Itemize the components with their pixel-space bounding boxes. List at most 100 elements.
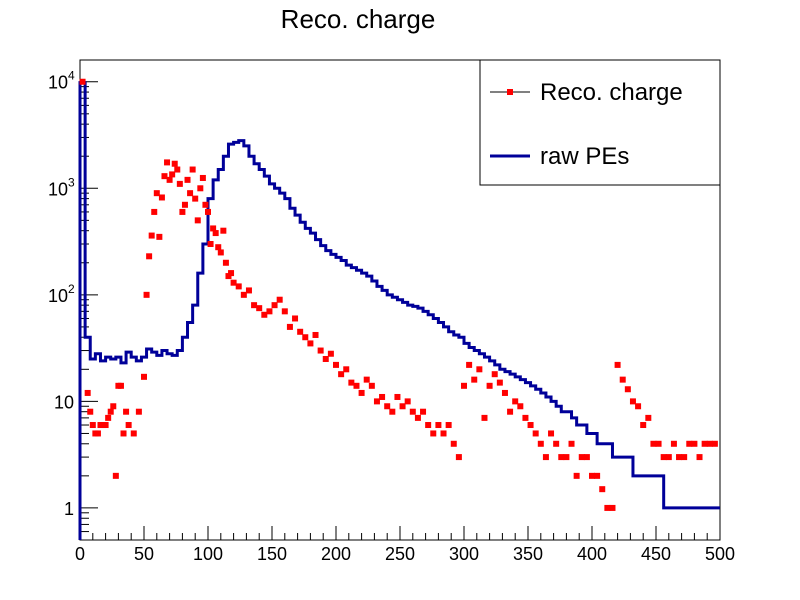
legend-label-raw-pes: raw PEs [540, 143, 629, 170]
reco-charge-point [153, 190, 160, 197]
reco-charge-point [307, 340, 314, 347]
reco-charge-point [496, 379, 503, 386]
reco-charge-point [117, 382, 124, 389]
reco-charge-point [681, 454, 688, 461]
reco-charge-point [491, 371, 498, 378]
reco-charge-point [174, 166, 181, 173]
x-tick-label: 200 [321, 544, 351, 564]
reco-charge-point [450, 440, 457, 447]
legend: Reco. charge raw PEs [479, 59, 721, 186]
reco-charge-point [389, 408, 396, 415]
reco-charge-point [640, 422, 647, 429]
reco-charge-point [455, 454, 462, 461]
reco-charge-point [466, 361, 473, 368]
reco-charge-point [532, 430, 539, 437]
reco-charge-point [333, 361, 339, 368]
reco-charge-point [512, 398, 519, 405]
reco-charge-point [425, 422, 432, 429]
reco-charge-point [501, 389, 508, 396]
reco-charge-point [84, 389, 91, 396]
reco-charge-point [102, 422, 109, 429]
reco-charge-point [481, 414, 488, 421]
raw-pes-step-line [78, 81, 720, 540]
x-tick-label: 450 [641, 544, 671, 564]
reco-charge-point [110, 403, 117, 410]
x-tick-label: 300 [449, 544, 479, 564]
raw-pes-series [78, 81, 720, 540]
reco-charge-point [420, 408, 427, 415]
reco-charge-point [302, 334, 309, 341]
reco-charge-point [471, 376, 478, 383]
reco-charge-point [148, 232, 155, 239]
reco-charge-point [655, 440, 662, 447]
reco-charge-point [158, 194, 165, 201]
reco-charge-point [245, 287, 252, 294]
reco-charge-point [507, 408, 514, 415]
reco-charge-point [348, 379, 355, 386]
reco-charge-point [645, 414, 652, 421]
reco-charge-point [363, 376, 370, 383]
y-tick-label: 10 [48, 73, 68, 93]
reco-charge-point [619, 376, 626, 383]
reco-charge-point [281, 308, 288, 315]
reco-charge-point [197, 185, 204, 192]
reco-charge-point [266, 308, 273, 315]
reco-charge-point [435, 422, 442, 429]
reco-charge-point [184, 176, 191, 183]
reco-charge-point [312, 331, 319, 338]
reco-charge-point [322, 355, 329, 362]
reco-charge-point [701, 440, 708, 447]
reco-charge-point [338, 371, 345, 378]
x-tick-label: 250 [385, 544, 415, 564]
reco-charge-point [89, 422, 96, 429]
reco-charge-point [558, 454, 565, 461]
reco-charge-point [120, 430, 127, 437]
reco-charge-series [79, 78, 718, 511]
reco-charge-point [706, 440, 713, 447]
reco-charge-point [256, 305, 263, 312]
legend-label-reco-charge: Reco. charge [540, 79, 683, 106]
reco-charge-point [146, 253, 153, 260]
reco-charge-point [394, 393, 401, 400]
reco-charge-point [105, 414, 112, 421]
reco-charge-point [476, 366, 483, 373]
reco-charge-point [189, 166, 196, 173]
reco-charge-point [486, 382, 493, 389]
reco-charge-point [537, 440, 544, 447]
reco-charge-point [379, 393, 386, 400]
reco-charge-point [171, 160, 178, 167]
reco-charge-point [384, 403, 391, 410]
reco-charge-point [445, 422, 452, 429]
reco-charge-point [94, 430, 101, 437]
reco-charge-point [143, 291, 150, 298]
y-tick-label: 10 [48, 286, 68, 306]
reco-charge-point [276, 296, 283, 303]
legend-box [479, 59, 721, 186]
y-tick-exponent: 4 [68, 69, 75, 83]
reco-charge-point [135, 408, 142, 415]
reco-charge-point [87, 408, 94, 415]
reco-charge-point [235, 283, 242, 290]
y-tick-exponent: 2 [68, 282, 75, 296]
reco-charge-point [125, 422, 132, 429]
reco-charge-point [261, 311, 268, 318]
reco-charge-point [358, 389, 365, 396]
reco-charge-point [629, 398, 636, 405]
reco-charge-point [670, 440, 677, 447]
reco-charge-point [212, 230, 219, 237]
reco-charge-point [107, 408, 114, 415]
reco-charge-point [691, 440, 698, 447]
reco-charge-point [156, 233, 163, 240]
reco-charge-point [414, 414, 421, 421]
reco-charge-point [404, 398, 411, 405]
reco-charge-point [230, 279, 237, 286]
reco-charge-point [409, 408, 416, 415]
y-tick-label: 10 [54, 392, 74, 412]
reco-charge-point [548, 430, 555, 437]
y-tick-label: 10 [48, 179, 68, 199]
y-tick-exponent: 3 [68, 175, 75, 189]
reco-charge-point [696, 454, 703, 461]
reco-charge-point [542, 454, 549, 461]
x-tick-label: 150 [257, 544, 287, 564]
